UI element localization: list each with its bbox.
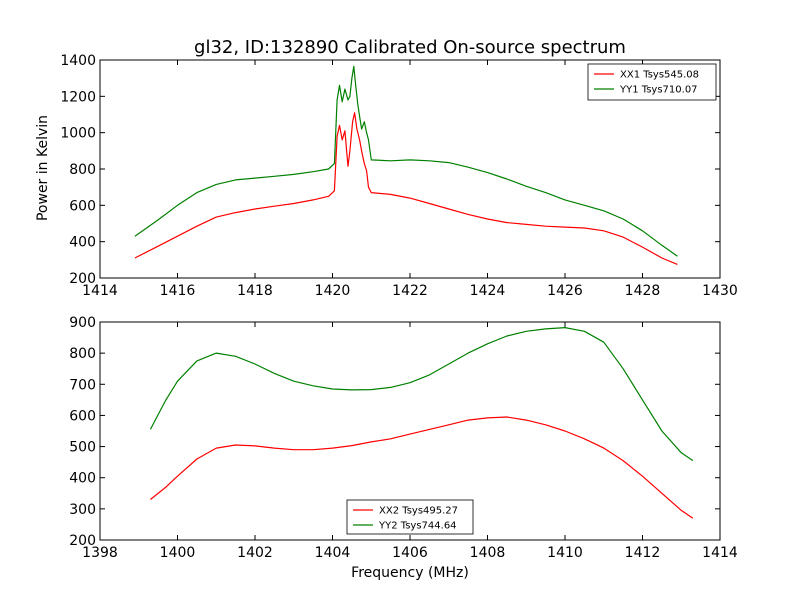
y-tick-label: 200 (69, 533, 96, 549)
y-tick-label: 200 (69, 271, 96, 287)
y-tick-label: 1400 (60, 53, 96, 69)
x-tick-label: 1398 (82, 545, 118, 561)
legend-box (587, 63, 717, 101)
x-tick-label: 1426 (547, 283, 583, 299)
x-tick-label: 1408 (470, 545, 506, 561)
x-axis-label: Frequency (MHz) (351, 565, 469, 581)
y-tick-label: 1000 (60, 126, 96, 142)
x-tick-label: 1414 (702, 545, 738, 561)
x-tick-label: 1404 (315, 545, 351, 561)
y-tick-label: 800 (69, 162, 96, 178)
x-tick-label: 1418 (237, 283, 273, 299)
y-tick-label: 600 (69, 198, 96, 214)
series-line-yy-1 (134, 65, 678, 257)
y-tick-label: 500 (69, 440, 96, 456)
series-line-xx-1 (134, 112, 678, 265)
x-tick-label: 1416 (160, 283, 196, 299)
legend-label: XX2 Tsys495.27 (379, 506, 458, 517)
x-tick-label: 1402 (237, 545, 273, 561)
y-tick-label: 600 (69, 408, 96, 424)
y-tick-label: 400 (69, 471, 96, 487)
series-line-yy-2 (149, 327, 694, 462)
x-tick-label: 1410 (547, 545, 583, 561)
x-tick-label: 1422 (392, 283, 428, 299)
x-tick-label: 1406 (392, 545, 428, 561)
y-tick-label: 300 (69, 502, 96, 518)
x-tick-label: 1424 (470, 283, 506, 299)
legend-box (346, 499, 474, 535)
top-spectrum-plot: 1414 1416 1418 1420 1422 1424 1426 1428 1430 200 4… (60, 53, 737, 299)
series-line-xx-2 (150, 416, 694, 519)
x-tick-label: 1420 (315, 283, 351, 299)
y-tick-label: 800 (69, 346, 96, 362)
legend-label: XX1 Tsys545.08 (620, 70, 699, 81)
chart-title: gl32, ID:132890 Calibrated On-source spe… (194, 37, 626, 58)
y-axis-label: Power in Kelvin (35, 115, 51, 221)
x-tick-label: 1412 (625, 545, 661, 561)
y-tick-label: 900 (69, 315, 96, 331)
legend-label: YY1 Tsys710.07 (619, 85, 698, 96)
x-tick-label: 1400 (160, 545, 196, 561)
bottom-spectrum-plot: 1398 1400 1402 1404 1406 1408 1410 1412 1414 200 3… (69, 315, 738, 561)
x-tick-label: 1414 (82, 283, 118, 299)
y-tick-label: 1200 (60, 89, 96, 105)
x-tick-label: 1430 (702, 283, 738, 299)
legend-label: YY2 Tsys744.64 (378, 521, 457, 532)
y-tick-label: 400 (69, 235, 96, 251)
y-tick-label: 700 (69, 377, 96, 393)
x-tick-label: 1428 (625, 283, 661, 299)
